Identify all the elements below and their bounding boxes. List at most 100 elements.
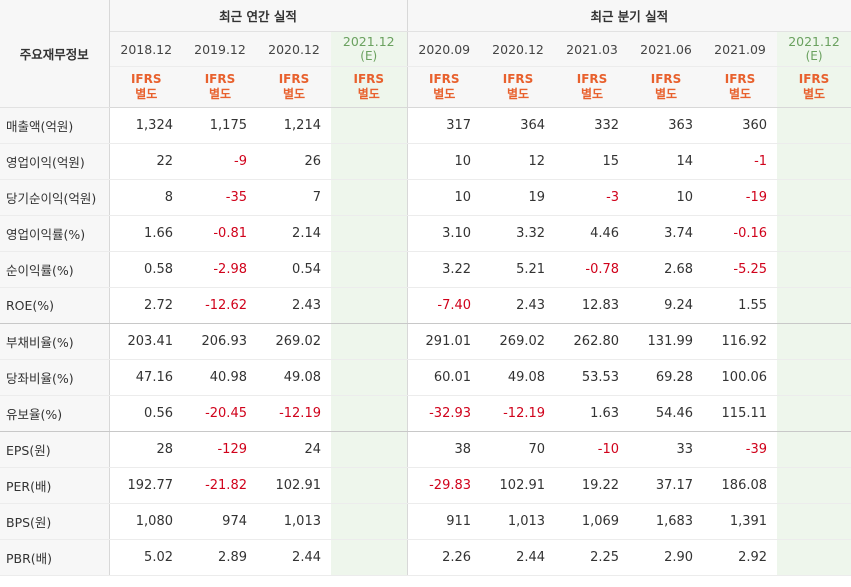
table-cell: 1,214 bbox=[257, 107, 331, 144]
table-cell: 5.02 bbox=[109, 539, 183, 576]
table-cell bbox=[777, 503, 851, 540]
table-row: 부채비율(%) 203.41 206.93 269.02 291.01 269.02 262… bbox=[0, 323, 851, 360]
table-cell: 1,069 bbox=[555, 503, 630, 540]
table-cell: 203.41 bbox=[109, 323, 183, 360]
table-cell bbox=[331, 287, 408, 324]
table-row: 유보율(%) 0.56 -20.45 -12.19 -32.93 -12.19 1.63 54… bbox=[0, 395, 851, 432]
table-cell: 2.90 bbox=[629, 539, 704, 576]
table-cell: -129 bbox=[183, 431, 257, 468]
table-cell: 2.68 bbox=[629, 251, 704, 288]
table-row: 매출액(억원) 1,324 1,175 1,214 317 364 332 363 360 bbox=[0, 107, 851, 144]
table-cell bbox=[777, 251, 851, 288]
table-cell: 60.01 bbox=[407, 359, 482, 396]
table-cell: 1,013 bbox=[481, 503, 556, 540]
table-cell: 15 bbox=[555, 143, 630, 180]
table-cell: -2.98 bbox=[183, 251, 257, 288]
table-cell: -3 bbox=[555, 179, 630, 216]
table-cell: 9.24 bbox=[629, 287, 704, 324]
table-cell: -9 bbox=[183, 143, 257, 180]
table-cell: -0.78 bbox=[555, 251, 630, 288]
table-row: ROE(%) 2.72 -12.62 2.43 -7.40 2.43 12.83 9.24 1.… bbox=[0, 287, 851, 324]
table-cell: 269.02 bbox=[257, 323, 331, 360]
table-cell: 2.14 bbox=[257, 215, 331, 252]
table-cell: 2.26 bbox=[407, 539, 482, 576]
row-label: 당좌비율(%) bbox=[0, 359, 110, 396]
ifrs-label: IFRS 별도 bbox=[481, 66, 556, 108]
table-cell: 33 bbox=[629, 431, 704, 468]
table-cell: -12.19 bbox=[481, 395, 556, 432]
table-cell: 2.89 bbox=[183, 539, 257, 576]
table-cell: 1,175 bbox=[183, 107, 257, 144]
table-cell bbox=[331, 179, 408, 216]
table-cell: -12.62 bbox=[183, 287, 257, 324]
table-cell bbox=[331, 431, 408, 468]
table-row: 영업이익(억원) 22 -9 26 10 12 15 14 -1 bbox=[0, 143, 851, 180]
table-cell: 2.72 bbox=[109, 287, 183, 324]
row-label: 영업이익(억원) bbox=[0, 143, 110, 180]
table-cell: -19 bbox=[703, 179, 778, 216]
ifrs-label: IFRS 별도 bbox=[109, 66, 183, 108]
table-cell bbox=[331, 215, 408, 252]
table-cell bbox=[331, 395, 408, 432]
table-cell: 1,013 bbox=[257, 503, 331, 540]
table-cell: 1,391 bbox=[703, 503, 778, 540]
ifrs-label: IFRS 별도 bbox=[629, 66, 704, 108]
table-cell: 28 bbox=[109, 431, 183, 468]
table-cell: -12.19 bbox=[257, 395, 331, 432]
table-cell: 24 bbox=[257, 431, 331, 468]
ifrs-label: IFRS 별도 bbox=[777, 66, 851, 108]
table-cell: 911 bbox=[407, 503, 482, 540]
row-label: 당기순이익(억원) bbox=[0, 179, 110, 216]
table-cell: 115.11 bbox=[703, 395, 778, 432]
table-cell: 3.22 bbox=[407, 251, 482, 288]
table-cell: -0.81 bbox=[183, 215, 257, 252]
table-cell: 53.53 bbox=[555, 359, 630, 396]
table-cell: 2.43 bbox=[481, 287, 556, 324]
table-cell: 5.21 bbox=[481, 251, 556, 288]
table-cell: 12.83 bbox=[555, 287, 630, 324]
period-header-annual-estimate: 2021.12 (E) bbox=[331, 31, 408, 67]
table-cell: 4.46 bbox=[555, 215, 630, 252]
table-row: 순이익률(%) 0.58 -2.98 0.54 3.22 5.21 -0.78 2.68 -5.… bbox=[0, 251, 851, 288]
row-label: 유보율(%) bbox=[0, 395, 110, 432]
table-cell: 10 bbox=[407, 179, 482, 216]
table-cell: 1.63 bbox=[555, 395, 630, 432]
table-row: BPS(원) 1,080 974 1,013 911 1,013 1,069 1,683 1,3… bbox=[0, 503, 851, 540]
period-header-quarter-3: 2021.03 bbox=[555, 31, 630, 67]
table-cell: 360 bbox=[703, 107, 778, 144]
table-cell: -32.93 bbox=[407, 395, 482, 432]
period-header-annual-2: 2019.12 bbox=[183, 31, 257, 67]
table-cell: 26 bbox=[257, 143, 331, 180]
row-label: PER(배) bbox=[0, 467, 110, 504]
period-header-annual-1: 2018.12 bbox=[109, 31, 183, 67]
table-cell bbox=[331, 323, 408, 360]
table-cell bbox=[777, 287, 851, 324]
table-cell: 2.92 bbox=[703, 539, 778, 576]
table-cell: 363 bbox=[629, 107, 704, 144]
ifrs-label: IFRS 별도 bbox=[703, 66, 778, 108]
period-header-quarter-estimate: 2021.12 (E) bbox=[777, 31, 851, 67]
period-header-annual-3: 2020.12 bbox=[257, 31, 331, 67]
table-cell: 1.66 bbox=[109, 215, 183, 252]
row-label: 순이익률(%) bbox=[0, 251, 110, 288]
table-cell: 54.46 bbox=[629, 395, 704, 432]
table-cell: 1,080 bbox=[109, 503, 183, 540]
table-cell: 974 bbox=[183, 503, 257, 540]
table-cell: 38 bbox=[407, 431, 482, 468]
table-cell bbox=[777, 215, 851, 252]
table-cell: -29.83 bbox=[407, 467, 482, 504]
table-cell: -5.25 bbox=[703, 251, 778, 288]
period-header-quarter-2: 2020.12 bbox=[481, 31, 556, 67]
table-cell: 0.54 bbox=[257, 251, 331, 288]
table-cell: 7 bbox=[257, 179, 331, 216]
table-cell: 2.44 bbox=[257, 539, 331, 576]
table-cell bbox=[331, 251, 408, 288]
table-cell bbox=[777, 323, 851, 360]
table-cell: 19 bbox=[481, 179, 556, 216]
table-cell: 206.93 bbox=[183, 323, 257, 360]
table-cell bbox=[331, 467, 408, 504]
table-cell: 10 bbox=[629, 179, 704, 216]
row-label: 영업이익률(%) bbox=[0, 215, 110, 252]
row-label: BPS(원) bbox=[0, 503, 110, 540]
